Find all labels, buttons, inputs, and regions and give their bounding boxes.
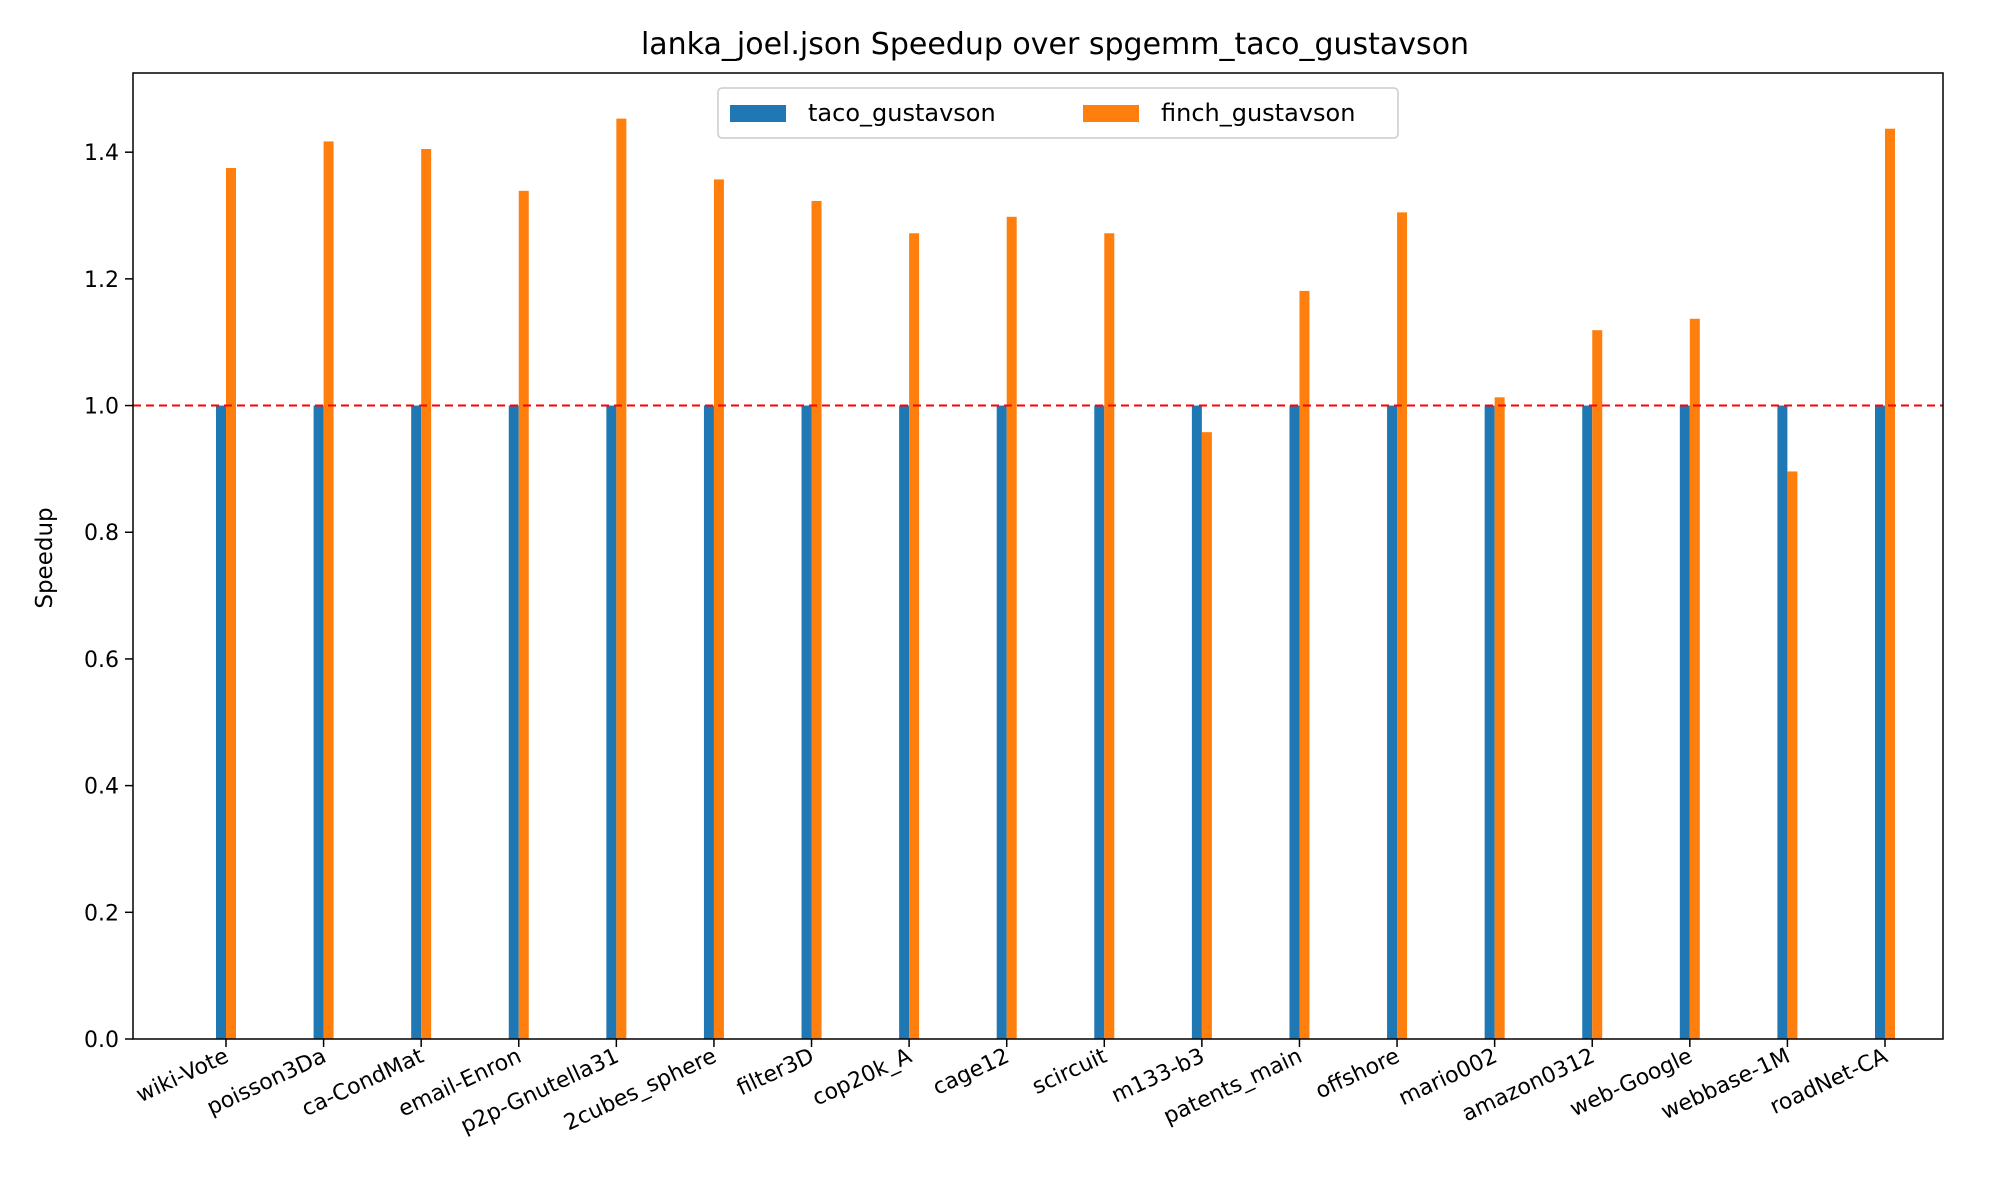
bar-taco_gustavson-patents_main xyxy=(1289,405,1300,1039)
x-tick-label: cage12 xyxy=(929,1044,1013,1101)
bar-taco_gustavson-roadNet-CA xyxy=(1875,405,1885,1039)
legend-box xyxy=(717,87,1399,139)
y-tick-label: 1.2 xyxy=(84,268,119,293)
bar-finch_gustavson-filter3D xyxy=(811,200,822,1039)
y-tick-label: 1.0 xyxy=(84,395,119,420)
bar-taco_gustavson-poisson3Da xyxy=(313,405,324,1039)
legend-label-taco_gustavson: taco_gustavson xyxy=(808,99,996,127)
legend-swatch-finch_gustavson xyxy=(1083,105,1139,122)
bar-finch_gustavson-p2p-Gnutella31 xyxy=(616,118,627,1040)
bar-taco_gustavson-cage12 xyxy=(996,405,1007,1039)
bar-taco_gustavson-ca-CondMat xyxy=(411,405,422,1039)
y-tick-label: 0.0 xyxy=(84,1028,119,1053)
axes-frame xyxy=(132,72,1944,1040)
y-tick-label: 0.6 xyxy=(84,648,119,673)
bar-finch_gustavson-ca-CondMat xyxy=(421,149,432,1039)
bar-taco_gustavson-web-Google xyxy=(1679,405,1690,1039)
bar-taco_gustavson-email-Enron xyxy=(508,405,519,1039)
bar-taco_gustavson-offshore xyxy=(1387,405,1398,1039)
bar-finch_gustavson-roadNet-CA xyxy=(1885,128,1895,1040)
bar-finch_gustavson-m133-b3 xyxy=(1201,432,1212,1039)
y-tick-label: 0.8 xyxy=(84,521,119,546)
bar-taco_gustavson-p2p-Gnutella31 xyxy=(606,405,617,1039)
bar-finch_gustavson-offshore xyxy=(1397,212,1408,1040)
bar-finch_gustavson-amazon0312 xyxy=(1592,330,1603,1039)
bar-finch_gustavson-2cubes_sphere xyxy=(713,179,724,1040)
bar-taco_gustavson-scircuit xyxy=(1094,405,1105,1039)
bar-finch_gustavson-web-Google xyxy=(1689,318,1700,1039)
x-tick-label: filter3D xyxy=(733,1044,818,1101)
bar-finch_gustavson-poisson3Da xyxy=(323,141,334,1039)
x-tick-label: offshore xyxy=(1312,1044,1404,1105)
bar-taco_gustavson-amazon0312 xyxy=(1582,405,1593,1039)
bar-finch_gustavson-wiki-Vote xyxy=(226,168,236,1039)
bar-taco_gustavson-2cubes_sphere xyxy=(703,405,714,1039)
bar-finch_gustavson-scircuit xyxy=(1104,233,1115,1039)
legend: taco_gustavson finch_gustavson xyxy=(717,87,1399,139)
x-tick-label: cop20k_A xyxy=(809,1044,916,1112)
y-axis-label: Speedup xyxy=(32,507,58,608)
bar-finch_gustavson-cop20k_A xyxy=(909,233,920,1039)
y-tick-label: 1.4 xyxy=(84,141,119,166)
bar-finch_gustavson-cage12 xyxy=(1006,216,1017,1040)
y-tick-label: 0.4 xyxy=(84,775,119,800)
bar-taco_gustavson-webbase-1M xyxy=(1777,405,1788,1039)
bar-taco_gustavson-filter3D xyxy=(801,405,812,1039)
plot-area: 0.00.20.40.60.81.01.21.4wiki-Votepoisson… xyxy=(84,72,1944,1139)
bar-finch_gustavson-email-Enron xyxy=(518,190,529,1039)
bar-taco_gustavson-m133-b3 xyxy=(1191,405,1202,1039)
chart-title: lanka_joel.json Speedup over spgemm_taco… xyxy=(641,27,1469,62)
y-tick-label: 0.2 xyxy=(84,901,119,926)
x-tick-label: scircuit xyxy=(1029,1044,1112,1100)
bar-taco_gustavson-mario002 xyxy=(1484,405,1495,1039)
legend-label-finch_gustavson: finch_gustavson xyxy=(1161,99,1355,127)
bar-finch_gustavson-webbase-1M xyxy=(1787,471,1798,1039)
bar-taco_gustavson-cop20k_A xyxy=(899,405,910,1039)
bar-finch_gustavson-patents_main xyxy=(1299,290,1310,1039)
bar-taco_gustavson-wiki-Vote xyxy=(216,405,226,1039)
bar-finch_gustavson-mario002 xyxy=(1494,397,1505,1039)
legend-swatch-taco_gustavson xyxy=(730,105,786,122)
